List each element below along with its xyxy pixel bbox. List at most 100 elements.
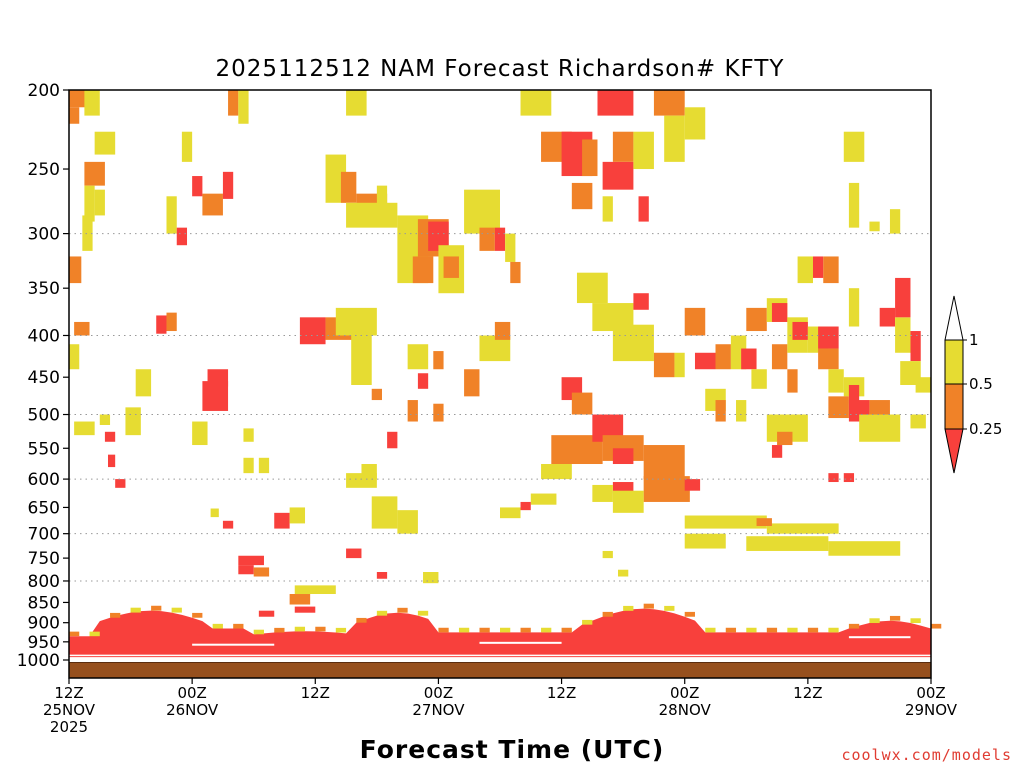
ri-cell-lt_025 [104,431,116,442]
ri-cell-lt_025 [612,448,634,465]
ri-cell-r05_1 [664,115,685,162]
ri-cell-r025_05 [612,131,634,162]
ri-cell-r05_1 [99,414,111,425]
ri-cell-lt_025 [602,161,634,190]
x-tick-label: 12Z [793,684,822,702]
axes: 200 250 300 350 400 450 500 550 600 650 700 750 8008… [17,81,958,736]
ri-cell-r025_05 [643,445,685,480]
y-tick-label: 950 [28,633,60,653]
ri-cell-lt_025 [156,315,167,334]
surface-fringe-cell [787,627,798,633]
ri-cell-lt_025 [346,548,362,559]
ri-cell-r05_1 [94,189,105,216]
surface-fringe-cell [684,611,695,617]
legend-label: 0.5 [969,375,993,393]
surface-fringe-cell [746,627,757,633]
ri-cell-r025_05 [407,400,418,422]
ri-cell-r05_1 [238,90,249,124]
ri-cell-lt_025 [258,610,275,617]
y-tick-label: 450 [28,368,60,388]
ri-cell-r025_05 [582,139,598,177]
ri-cell-lt_025 [238,555,264,566]
legend-swatch-mid [944,383,964,430]
ri-cell-r025_05 [787,369,798,393]
x-tick-label: 28NOV [659,701,712,719]
ri-cell-r05_1 [84,90,100,116]
x-tick-label: 29NOV [905,701,958,719]
ri-cell-lt_025 [895,277,911,318]
surface-fringe-cell [931,623,942,629]
ri-cell-r05_1 [371,496,398,529]
surface-fringe-cell [664,605,675,611]
color-legend: 1 0.5 0.25 [944,295,1002,474]
y-tick-label: 850 [28,593,60,613]
ri-cell-r05_1 [351,326,372,385]
y-tick-label: 750 [28,549,60,569]
ri-cell-r025_05 [371,388,382,401]
x-tick-label: 25NOV [43,701,96,719]
surface-fringe-cell [479,627,490,633]
y-tick-label: 1000 [17,651,60,671]
surface-fringe-cell [315,626,326,632]
ri-cell-lt_025 [879,307,896,327]
surface-fringe-cell [253,629,264,635]
ri-cell-r05_1 [94,131,116,155]
ri-cell-r05_1 [915,377,931,393]
ri-cell-r025_05 [289,594,311,605]
surface-fringe-cell [335,627,347,633]
ri-cell-lt_025 [222,520,234,529]
ri-cell-r05_1 [602,196,613,222]
ri-cell-r025_05 [69,256,82,284]
ri-cell-lt_025 [520,501,531,511]
ri-cell-r05_1 [135,369,152,397]
ri-cell-r05_1 [346,90,367,116]
surface-fringe-cell [89,631,100,637]
ri-cell-r025_05 [756,518,772,527]
ri-cell-r05_1 [376,185,388,210]
ri-cell-r05_1 [592,484,613,502]
ri-cell-lt_025 [597,90,634,116]
surface-fringe-cell [438,627,449,633]
ri-cell-r05_1 [530,493,557,505]
ri-cell-lt_025 [812,256,824,278]
credit-link[interactable]: coolwx.com/models [841,746,1012,764]
y-tick-label: 400 [28,326,60,346]
surface-fringe-cell [458,627,470,633]
surface-fringe-cell [520,627,531,633]
ri-cell-r05_1 [766,523,839,534]
ri-cell-r05_1 [82,215,93,251]
surface-fringe-cell [417,610,429,616]
ri-cell-lt_025 [771,445,783,458]
x-tick-label: 2025 [50,718,88,736]
plot-frame [68,89,932,679]
surface-fringe-cell [602,611,613,617]
surface-fringe-cell [541,627,552,633]
ri-cell-lt_025 [222,171,234,199]
ri-cell-r05_1 [602,550,613,559]
ri-cell-r05_1 [684,515,767,529]
surface-fringe-cell [766,627,778,633]
ri-cell-lt_025 [771,303,788,322]
ri-cell-lt_025 [612,482,634,494]
ri-cell-r025_05 [715,400,726,422]
ri-cell-r05_1 [684,533,726,549]
surface-streak [192,643,275,646]
ri-cell-r05_1 [828,369,844,393]
y-tick-label: 500 [28,406,60,426]
surface-fringe-cell [130,607,141,613]
ri-cell-r05_1 [346,202,398,228]
y-tick-label: 350 [28,279,60,299]
legend-label: 0.25 [969,420,1002,438]
surface-fringe-cell [110,612,121,618]
ri-cell-r025_05 [228,90,239,116]
ri-cell-r05_1 [181,131,193,162]
surface-fringe-cell [848,623,860,629]
ri-cell-r05_1 [505,233,516,262]
ri-cell-r05_1 [192,421,208,446]
legend-swatch-high [944,339,964,385]
ri-cell-r025_05 [653,352,675,378]
ri-cell-r025_05 [253,567,270,577]
ri-cell-lt_025 [115,479,126,488]
ri-cell-r025_05 [69,107,80,124]
ri-cell-r05_1 [910,414,926,429]
